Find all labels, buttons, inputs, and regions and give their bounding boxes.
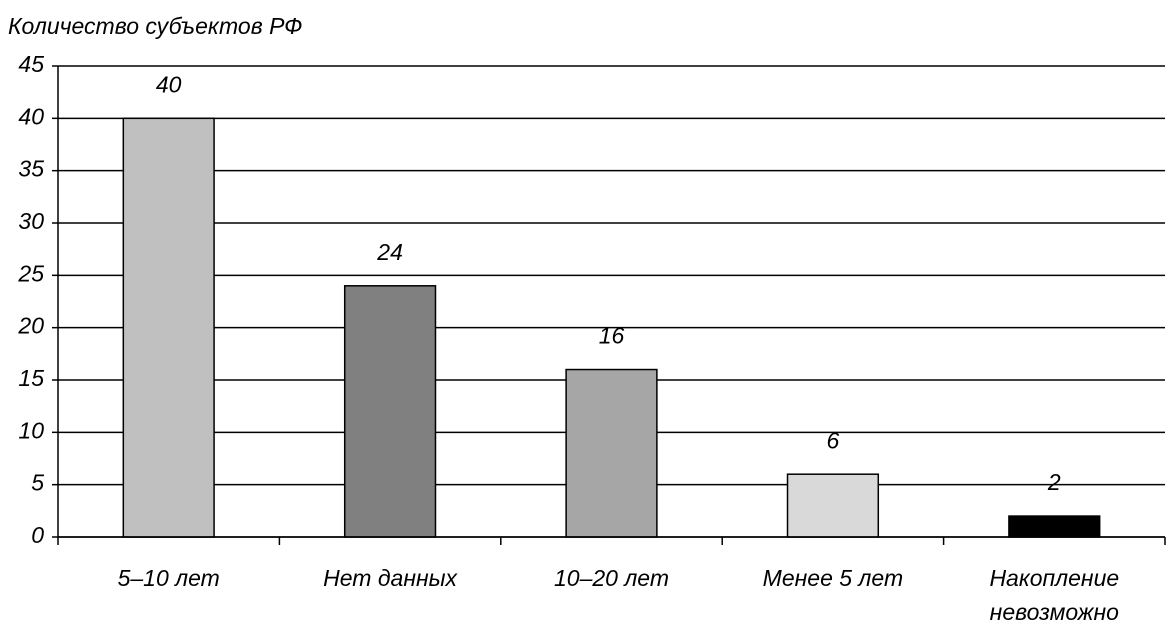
y-tick-label: 40 <box>18 103 44 129</box>
y-tick-label: 10 <box>18 417 44 443</box>
data-label: 40 <box>156 71 182 97</box>
y-tick-label: 0 <box>31 522 44 548</box>
x-tick-label: Накопление невозможно <box>989 565 1119 625</box>
data-label: 6 <box>827 427 840 453</box>
bar <box>786 473 880 538</box>
y-axis-label: Количество субъектов РФ <box>8 13 302 39</box>
y-tick-label: 35 <box>18 156 44 182</box>
y-tick-label: 25 <box>17 260 44 286</box>
bar <box>565 368 658 538</box>
data-label: 16 <box>599 323 625 349</box>
y-tick-label: 5 <box>31 470 44 496</box>
y-tick-label: 30 <box>18 208 44 234</box>
data-label: 2 <box>1047 469 1061 495</box>
x-tick-label: 5–10 лет <box>118 565 220 591</box>
x-tick-label: Нет данных <box>323 565 458 591</box>
x-tick-label: 10–20 лет <box>554 565 669 591</box>
x-tick-label: Менее 5 лет <box>763 565 903 591</box>
bar <box>343 285 437 538</box>
bar <box>1008 515 1101 538</box>
y-tick-label: 20 <box>17 313 44 339</box>
bar <box>122 117 215 538</box>
y-tick-label: 15 <box>18 365 44 391</box>
y-tick-label: 45 <box>18 51 44 77</box>
data-label: 24 <box>376 239 403 265</box>
